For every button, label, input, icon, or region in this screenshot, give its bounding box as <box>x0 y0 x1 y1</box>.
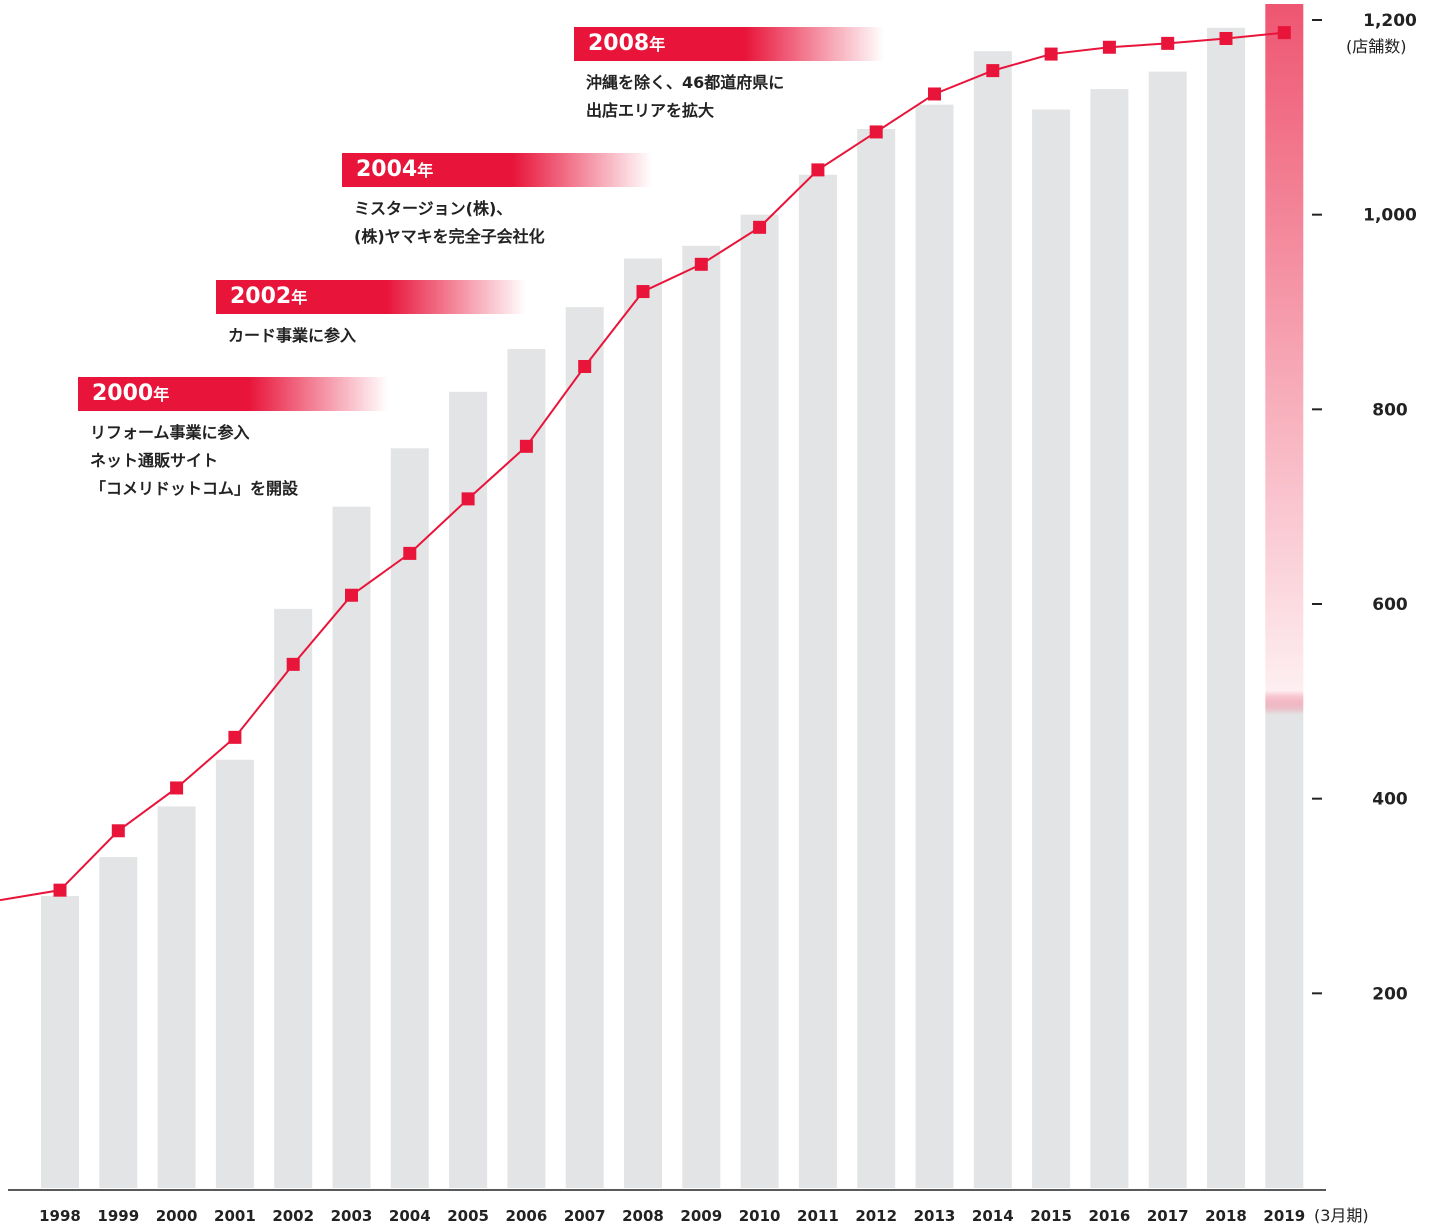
x-tick-label: 2015 <box>1030 1207 1072 1225</box>
bar-2010 <box>740 214 779 1188</box>
bar-2016 <box>1090 89 1129 1188</box>
x-tick-label: 2004 <box>389 1207 431 1225</box>
line-marker-2016 <box>1102 40 1116 54</box>
bar-2000 <box>157 806 196 1188</box>
bar-1998 <box>41 896 79 1188</box>
annotation-2000-suffix: 年 <box>153 385 170 404</box>
annotation-2002-head: 2002年 <box>216 280 526 314</box>
bar-2002 <box>274 608 313 1188</box>
x-tick-label: 2018 <box>1205 1207 1247 1225</box>
bar-2005 <box>449 391 488 1188</box>
annotation-2004-head: 2004年 <box>342 153 652 187</box>
x-tick-label: 2003 <box>331 1207 373 1225</box>
annotation-2002: 2002年 カード事業に参入 <box>216 280 526 350</box>
annotation-2004: 2004年 ミスタージョン(株)、 (株)ヤマキを完全子会社化 <box>342 153 652 251</box>
bar-2009 <box>682 245 721 1188</box>
line-marker-2018 <box>1219 31 1233 45</box>
y-tick-label: 1,000 <box>1363 206 1417 226</box>
annotation-2004-suffix: 年 <box>417 161 434 180</box>
y-axis-unit: (店舗数) <box>1346 37 1407 56</box>
annotation-2008-head: 2008年 <box>574 27 884 61</box>
x-tick-label: 2016 <box>1089 1207 1131 1225</box>
x-tick-label: 2001 <box>214 1207 256 1225</box>
x-tick-label: 2012 <box>855 1207 897 1225</box>
annotation-2000: 2000年 リフォーム事業に参入 ネット通販サイト 「コメリドットコム」を開設 <box>78 377 388 503</box>
x-tick-label: 2017 <box>1147 1207 1189 1225</box>
x-tick-label: 2009 <box>680 1207 722 1225</box>
line-marker-2004 <box>403 546 417 560</box>
line-marker-2010 <box>753 220 767 234</box>
bar-2013 <box>915 104 954 1188</box>
annotation-2002-year: 2002 <box>230 284 292 309</box>
x-tick-label: 2000 <box>156 1207 198 1225</box>
line-marker-1998 <box>53 883 67 897</box>
line-marker-2013 <box>928 87 941 101</box>
line-marker-2001 <box>228 730 242 744</box>
x-tick-label: 2008 <box>622 1207 664 1225</box>
x-tick-label: 2014 <box>972 1207 1014 1225</box>
line-marker-2002 <box>286 657 300 671</box>
annotation-2004-year: 2004 <box>356 157 418 182</box>
bar-series <box>41 4 1304 1189</box>
x-tick-label: 1999 <box>97 1207 139 1225</box>
y-axis: 200 400 600 800 1,000 1,200 (店舗数) <box>1312 11 1417 1004</box>
bar-1999 <box>99 857 138 1188</box>
annotation-2008-text: 沖縄を除く、46都道府県に 出店エリアを拡大 <box>586 73 785 120</box>
annotation-2002-suffix: 年 <box>291 288 308 307</box>
x-tick-label: 2006 <box>506 1207 548 1225</box>
line-marker-2012 <box>869 125 883 139</box>
bar-2004 <box>390 448 429 1188</box>
x-tick-label: 2013 <box>914 1207 956 1225</box>
annotation-2000-head: 2000年 <box>78 377 388 411</box>
y-tick-label: 1,200 <box>1363 11 1417 31</box>
line-marker-2017 <box>1161 36 1175 50</box>
x-tick-label: 2011 <box>797 1207 839 1225</box>
line-marker-2011 <box>811 163 825 177</box>
line-marker-2000 <box>170 781 184 795</box>
bar-2012 <box>857 129 896 1189</box>
bar-2019 <box>1265 4 1304 1188</box>
bar-2003 <box>332 506 371 1189</box>
bar-2018 <box>1207 27 1245 1189</box>
x-axis-unit: (3月期) <box>1314 1206 1369 1225</box>
bar-2001 <box>215 759 254 1188</box>
line-marker-2009 <box>694 257 708 271</box>
line-marker-2003 <box>345 588 358 602</box>
line-marker-2008 <box>636 285 650 299</box>
x-tick-label: 2002 <box>272 1207 314 1225</box>
x-tick-label: 2005 <box>447 1207 489 1225</box>
line-marker-2014 <box>986 64 1000 78</box>
annotation-2000-year: 2000 <box>92 381 154 406</box>
y-tick-label: 400 <box>1372 790 1408 810</box>
bar-2014 <box>973 51 1012 1188</box>
x-tick-label: 2019 <box>1263 1207 1305 1225</box>
line-marker-2015 <box>1044 47 1058 61</box>
bar-2015 <box>1032 109 1071 1189</box>
annotation-2000-text: リフォーム事業に参入 ネット通販サイト 「コメリドットコム」を開設 <box>90 423 299 498</box>
bar-2008 <box>624 258 662 1188</box>
annotation-2008-year: 2008 <box>588 31 650 56</box>
line-marker-2006 <box>519 439 533 453</box>
bar-2006 <box>507 348 546 1188</box>
line-marker-2007 <box>578 360 592 374</box>
line-marker-2019 <box>1277 26 1291 40</box>
y-tick-label: 600 <box>1372 595 1408 615</box>
bar-2011 <box>798 174 837 1188</box>
x-tick-label: 1998 <box>39 1207 81 1225</box>
bar-2017 <box>1148 71 1187 1188</box>
line-marker-1999 <box>111 824 125 838</box>
annotation-2004-text: ミスタージョン(株)、 (株)ヤマキを完全子会社化 <box>354 199 545 246</box>
line-marker-2005 <box>461 492 475 506</box>
x-tick-label: 2007 <box>564 1207 606 1225</box>
x-axis: 1998 1999 2000 2001 2002 2003 2004 2005 2006 2007… <box>8 1189 1369 1225</box>
y-tick-label: 200 <box>1372 984 1408 1004</box>
annotation-2008: 2008年 沖縄を除く、46都道府県に 出店エリアを拡大 <box>574 27 884 125</box>
annotation-2008-suffix: 年 <box>649 35 666 54</box>
line-series <box>0 26 1291 902</box>
x-tick-label: 2010 <box>739 1207 781 1225</box>
bar-2007 <box>565 307 604 1189</box>
y-tick-label: 800 <box>1372 400 1408 420</box>
annotation-2002-text: カード事業に参入 <box>228 326 357 345</box>
